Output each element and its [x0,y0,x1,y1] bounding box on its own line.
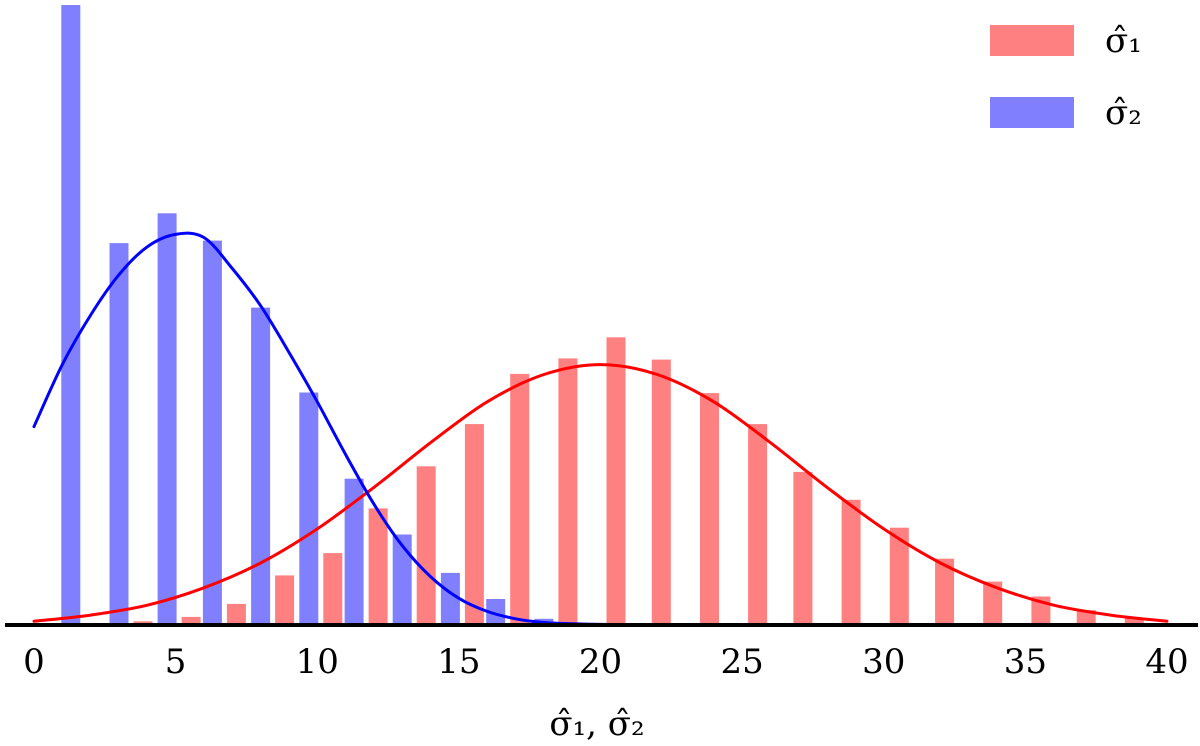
x-axis-title: σ̂₁, σ̂₂ [549,704,644,744]
bar [323,553,343,625]
series-2-bars [61,5,554,626]
bar [1124,617,1144,625]
bar [202,240,222,625]
legend-swatch [990,97,1074,128]
x-tick-labels: 0 5 10 15 20 25 30 35 40 [23,642,1188,682]
x-tick-label: 35 [1004,642,1047,682]
fit-curves-layer [32,231,1169,627]
bar [157,213,177,626]
bar [558,358,578,625]
bar [368,508,388,625]
bar [464,424,484,625]
bar [299,392,319,625]
fit-curve-2 [32,231,659,627]
bar [510,373,530,625]
x-tick-label: 10 [296,642,339,682]
x-tick-label: 30 [862,642,905,682]
bar [1076,610,1096,625]
bar [181,616,201,625]
legend-swatch [990,25,1074,56]
bar [793,471,813,625]
bar [700,393,719,625]
x-tick-label: 5 [165,642,187,682]
fit-curve-1 [32,363,1169,623]
bar [606,337,626,625]
bar [344,478,364,625]
x-tick-label: 25 [720,642,763,682]
bar [251,307,271,625]
bar [486,599,506,625]
x-tick-label: 0 [23,642,45,682]
bar [983,581,1003,625]
bar [889,527,909,625]
bar [440,572,460,625]
bar [416,466,436,625]
x-tick-label: 20 [579,642,622,682]
bars-layer [61,5,1144,626]
x-tick-label: 15 [437,642,480,682]
bar [651,359,671,625]
series-1-bars [85,337,1144,625]
x-tick-label: 40 [1145,642,1188,682]
bar [275,575,295,625]
bar [392,534,412,625]
bar [61,5,81,625]
bar [935,558,955,625]
legend-label: σ̂₁ [1105,21,1142,61]
legend: σ̂₁ σ̂₂ [990,21,1142,133]
bar [841,499,861,625]
legend-label: σ̂₂ [1105,93,1142,133]
bar [226,603,246,625]
bar [748,424,768,625]
bar [109,243,129,625]
